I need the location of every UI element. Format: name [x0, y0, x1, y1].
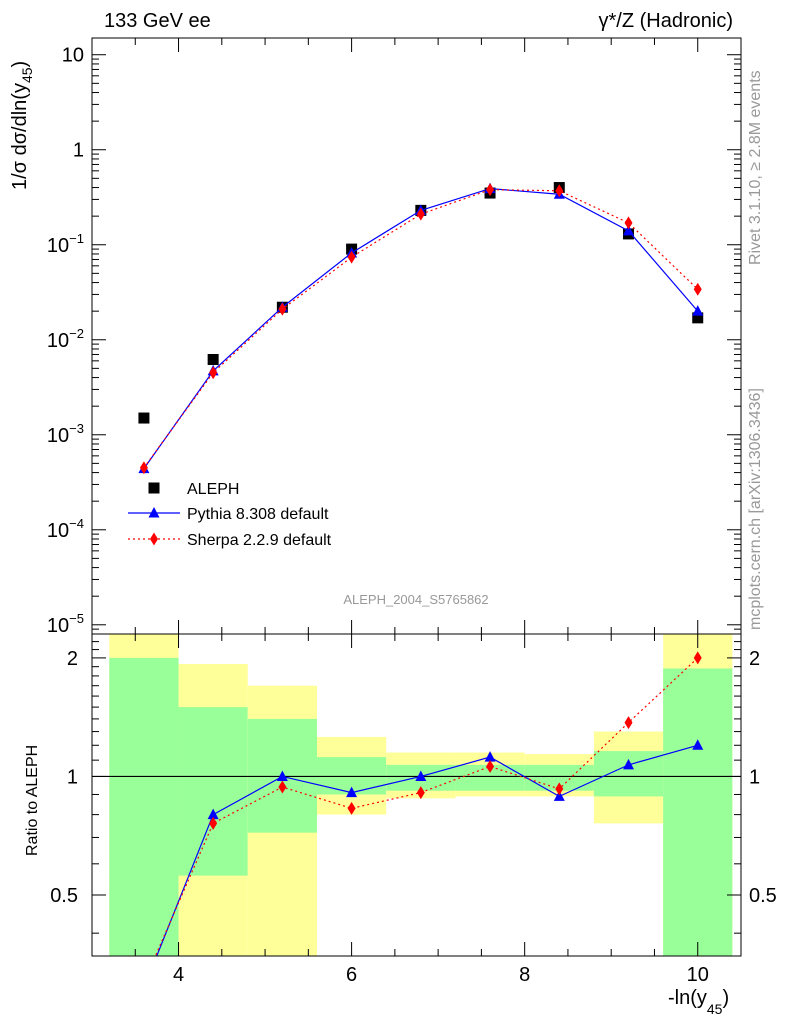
- ratio-point-pythia: [484, 751, 496, 762]
- uncertainty-band-inner: [663, 668, 733, 956]
- ratio-point-sherpa: [624, 716, 633, 730]
- x-tick-label: 6: [346, 964, 357, 986]
- ratio-point-sherpa: [486, 759, 495, 773]
- data-point-aleph: [138, 412, 150, 424]
- upper-y-axis-label: 1/σ dσ/dln(y45): [9, 61, 35, 190]
- ratio-point-pythia: [692, 739, 704, 750]
- x-tick-label: 4: [173, 964, 184, 986]
- ratio-point-sherpa: [555, 782, 564, 796]
- ratio-point-sherpa: [278, 780, 287, 794]
- ratio-point-pythia: [553, 790, 565, 801]
- analysis-tag: ALEPH_2004_S5765862: [343, 592, 488, 607]
- y-tick-label: 10−4: [47, 516, 84, 542]
- data-point-sherpa: [139, 461, 148, 475]
- legend: ALEPH Pythia 8.308 default Sherpa 2.2.9 de…: [128, 481, 332, 549]
- legend-marker-aleph: [148, 482, 160, 494]
- y-tick-label: 10−1: [47, 231, 84, 257]
- data-point-aleph: [692, 312, 704, 324]
- y-tick-label: 10−3: [47, 421, 84, 447]
- mcplots-label: mcplots.cern.ch [arXiv:1306.3436]: [747, 388, 764, 630]
- uncertainty-band-inner: [178, 707, 248, 876]
- ratio-point-pythia: [623, 758, 635, 770]
- data-point-sherpa: [486, 183, 495, 197]
- data-point-sherpa: [416, 207, 425, 221]
- ratio-y-axis-label: Ratio to ALEPH: [24, 745, 41, 856]
- ratio-point-sherpa: [693, 651, 702, 665]
- rivet-version-label: Rivet 3.1.10, ≥ 2.8M events: [747, 70, 764, 265]
- data-point-aleph: [207, 353, 219, 365]
- ratio-point-pythia: [207, 808, 219, 820]
- x-tick-label: 8: [519, 964, 530, 986]
- y-tick-label: 1: [73, 140, 84, 162]
- ratio-y-tick-label-right: 2: [749, 648, 760, 670]
- ratio-frame: [91, 633, 742, 957]
- legend-label-sherpa: Sherpa 2.2.9 default: [187, 532, 332, 549]
- legend-label-aleph: ALEPH: [187, 481, 239, 498]
- ratio-series-group: [154, 651, 704, 956]
- series-line-pythia: [143, 187, 699, 469]
- y-tick-label: 10: [62, 45, 84, 67]
- legend-marker-sherpa: [150, 532, 158, 546]
- ratio-y-tick-label-right: 1: [749, 766, 760, 788]
- series-line-sherpa: [143, 189, 699, 469]
- upper-panel: 10−5 10−4 10−3 10−2 10−1 1 10 ALEPH Pythia 8.308…: [47, 37, 742, 637]
- data-point-sherpa: [209, 366, 218, 380]
- uncertainty-band-inner: [109, 657, 179, 956]
- header-right: γ*/Z (Hadronic): [599, 10, 733, 32]
- ratio-point-pythia: [276, 770, 288, 781]
- header-left: 133 GeV ee: [104, 10, 211, 32]
- ratio-y-tick-label: 1: [67, 766, 78, 788]
- ratio-point-pythia: [346, 786, 358, 798]
- ratio-y-tick-label: 2: [67, 648, 78, 670]
- y-tick-label: 10−5: [47, 611, 84, 637]
- ratio-y-tick-label: 0.5: [50, 885, 78, 907]
- data-point-sherpa: [347, 250, 356, 264]
- x-tick-label: 10: [687, 964, 709, 986]
- data-point-sherpa: [624, 216, 633, 230]
- ratio-point-sherpa: [347, 801, 356, 815]
- legend-label-pythia: Pythia 8.308 default: [187, 506, 329, 523]
- legend-marker-pythia: [148, 507, 160, 518]
- ratio-point-sherpa: [416, 786, 425, 800]
- data-point-sherpa: [555, 184, 564, 198]
- data-point-sherpa: [693, 282, 702, 296]
- ratio-panel: 4 6 8 10 0.5 0.5 1 1 2 2: [50, 633, 777, 986]
- ratio-point-sherpa: [209, 816, 218, 830]
- data-point-pythia: [692, 305, 704, 316]
- ratio-y-tick-label-right: 0.5: [749, 885, 777, 907]
- x-axis-label: -ln(y45): [668, 987, 729, 1017]
- ratio-point-pythia: [415, 770, 427, 781]
- data-point-sherpa: [278, 302, 287, 316]
- data-point-pythia: [623, 224, 635, 236]
- y-tick-label: 10−2: [47, 326, 84, 352]
